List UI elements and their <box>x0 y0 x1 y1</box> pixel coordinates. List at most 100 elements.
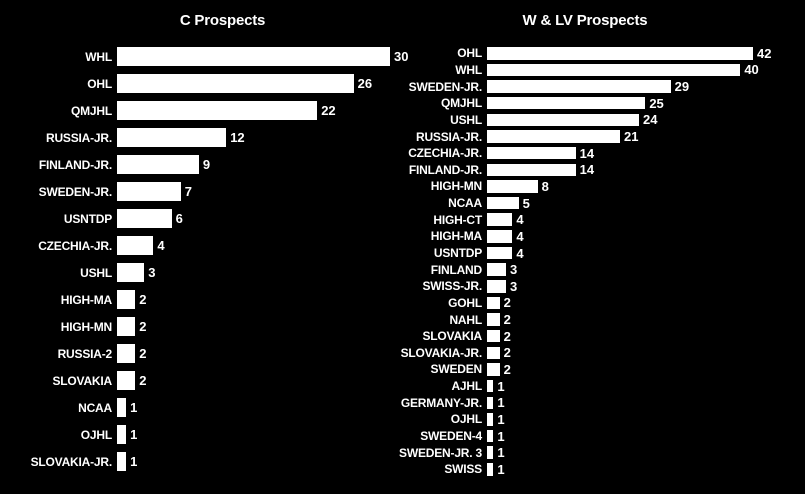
category-label: USHL <box>450 112 482 127</box>
bar-row: NCAA 1 <box>0 394 405 421</box>
bar <box>117 209 172 228</box>
category-label: SWEDEN <box>430 362 483 377</box>
bar <box>117 47 390 66</box>
bar-row: RUSSIA-JR. 12 <box>0 124 405 151</box>
bar <box>117 74 354 93</box>
bar <box>117 398 127 417</box>
category-label: USNTDP <box>63 211 112 226</box>
category-label: QMJHL <box>440 96 482 111</box>
value-label: 30 <box>394 49 409 64</box>
bar <box>487 463 494 476</box>
value-label: 3 <box>510 262 518 278</box>
value-label: 7 <box>184 184 192 199</box>
bar <box>117 128 227 147</box>
value-label: 1 <box>497 395 505 411</box>
category-label: FINLAND <box>430 262 482 277</box>
bar <box>487 163 576 177</box>
bar <box>487 413 494 426</box>
value-label: 2 <box>139 292 147 307</box>
category-label: AJHL <box>451 379 482 394</box>
category-label: HIGH-CT <box>433 212 482 227</box>
bar <box>487 63 741 77</box>
bar <box>487 280 506 293</box>
bar <box>487 196 519 210</box>
bar <box>117 236 154 255</box>
value-label: 4 <box>157 238 165 253</box>
category-label: GERMANY-JR. <box>400 395 482 410</box>
category-label: USNTDP <box>433 246 482 260</box>
value-label: 1 <box>497 411 505 427</box>
bar-row: OHL 42 <box>390 45 805 62</box>
value-label: 1 <box>130 454 138 469</box>
value-label: 9 <box>202 157 211 172</box>
value-label: 2 <box>503 345 511 361</box>
bar-row: NAHL 2 <box>390 311 805 328</box>
bar <box>487 213 513 226</box>
value-label: 1 <box>130 427 138 442</box>
chart-title-w-lv-prospects: W & LV Prospects <box>522 12 648 29</box>
value-label: 2 <box>503 328 511 344</box>
category-label: SWEDEN-JR. <box>38 184 113 199</box>
category-label: SLOVAKIA-JR. <box>400 345 483 360</box>
category-label: HIGH-MN <box>60 319 112 334</box>
bar <box>487 130 620 143</box>
value-label: 1 <box>497 445 505 461</box>
bar <box>117 344 136 363</box>
bar-row: USHL 24 <box>390 112 805 129</box>
value-label: 1 <box>497 378 505 394</box>
bar-row: FINLAND 3 <box>390 261 805 278</box>
value-label: 8 <box>541 178 549 194</box>
bar <box>117 371 136 390</box>
value-label: 22 <box>321 103 336 118</box>
category-label: OJHL <box>450 412 482 427</box>
value-label: 25 <box>649 95 664 111</box>
bar-row: QMJHL 25 <box>390 95 805 112</box>
value-label: 14 <box>579 145 595 161</box>
value-label: 1 <box>497 461 505 477</box>
bar-row: SLOVAKIA-JR. 1 <box>0 448 405 475</box>
bar <box>117 182 181 201</box>
category-label: SWEDEN-JR. 3 <box>399 445 482 460</box>
chart-w-lv-prospects: W & LV Prospects OHL 42 WHL 40 SWEDEN-JR. 29 Q… <box>390 0 805 494</box>
value-label: 3 <box>510 278 518 294</box>
bar <box>117 263 145 282</box>
bar <box>487 146 576 160</box>
bar-row: SWEDEN-JR. 7 <box>0 178 405 205</box>
bar-row: AJHL 1 <box>390 378 805 395</box>
category-label: RUSSIA-JR. <box>415 129 482 144</box>
value-label: 2 <box>139 319 147 334</box>
bar-row: NCAA 5 <box>390 195 805 212</box>
value-label: 4 <box>516 212 524 228</box>
value-label: 2 <box>139 373 147 388</box>
value-label: 1 <box>130 400 138 415</box>
bar-row: FINLAND-JR. 9 <box>0 151 405 178</box>
bar-row: WHL 30 <box>0 43 409 70</box>
value-label: 21 <box>624 129 639 145</box>
bar <box>487 96 646 110</box>
bar-rows-w-lv-prospects: OHL 42 WHL 40 SWEDEN-JR. 29 QMJHL 25 USHL 24 RUSSI… <box>390 45 805 478</box>
bar <box>487 396 494 410</box>
bar-row: OJHL 1 <box>390 411 805 428</box>
category-label: SWISS <box>444 462 482 477</box>
bar <box>487 80 671 93</box>
category-label: CZECHIA-JR. <box>408 146 482 161</box>
category-label: NCAA <box>78 400 112 415</box>
bar-row: GERMANY-JR. 1 <box>390 394 805 411</box>
bar-row: HIGH-CT 4 <box>390 211 805 228</box>
bar-row: SLOVAKIA 2 <box>0 367 405 394</box>
value-label: 12 <box>230 130 245 145</box>
value-label: 5 <box>522 195 530 211</box>
bar <box>117 452 127 471</box>
category-label: SWEDEN-4 <box>420 429 482 444</box>
bar <box>117 290 136 309</box>
category-label: SLOVAKIA <box>52 373 112 388</box>
value-label: 14 <box>579 162 595 178</box>
category-label: WHL <box>85 49 112 64</box>
value-label: 26 <box>357 76 373 91</box>
bar-row: SWISS 1 <box>390 461 805 478</box>
category-label: SWISS-JR. <box>422 279 482 294</box>
bar-row: OHL 26 <box>0 70 405 97</box>
category-label: GOHL <box>448 295 482 310</box>
bar-row: HIGH-MA 4 <box>390 228 805 245</box>
